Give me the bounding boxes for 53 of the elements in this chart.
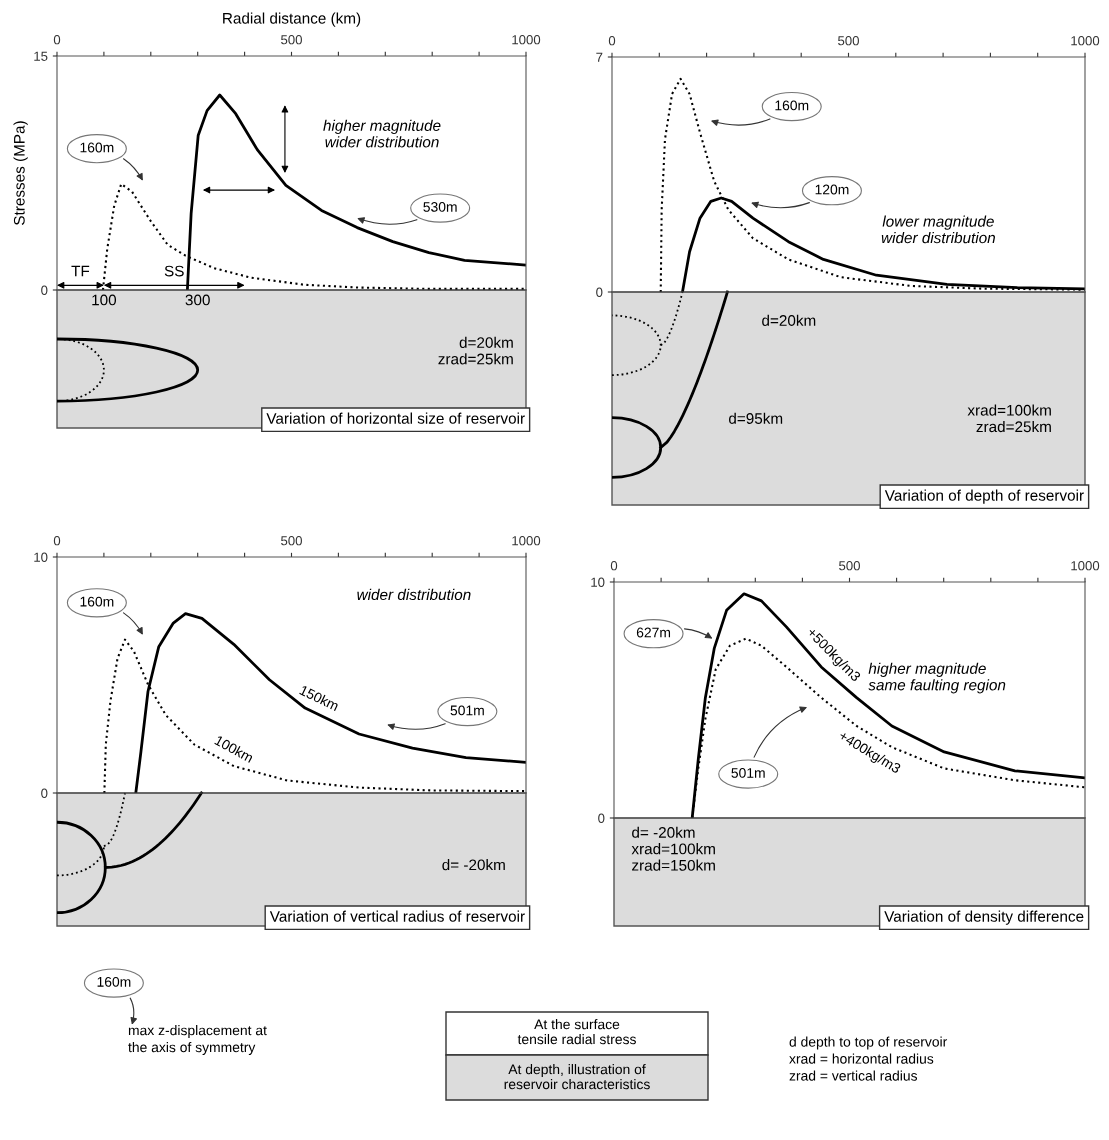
text: d depth to top of reservoir xrad = horizontal radius zrad = vertical radius [789,1036,948,1081]
text: 100 [92,294,117,306]
x-axis-title: Radial distance (km) [223,12,361,27]
annotation: 160m [80,596,114,607]
y-tick-label: 0 [596,287,603,297]
text: 160m [97,976,131,987]
x-tick-label: 500 [839,561,860,571]
y-axis-title: Stresses (MPa) [13,121,28,225]
annotation: wider distribution [357,588,471,601]
y-tick-label: 0 [41,788,48,798]
text: d=95km [729,412,783,424]
annotation: TF [71,265,90,277]
text: max z-displacement at the axis of symmetry [128,1025,267,1055]
text: Variation of vertical radius of reservoir [269,910,525,922]
x-tick-label: 500 [281,35,302,45]
annotation: 530m [423,201,457,212]
annotation: higher magnitude wider distribution [323,119,441,148]
text: d= -20km [442,859,505,871]
text: d=20km zrad=25km [438,336,513,365]
text: Variation of depth of reservoir [884,489,1084,504]
x-tick-label: 1000 [512,536,541,546]
annotation: lower magnitude wider distribution [881,215,995,244]
y-tick-label: 0 [598,813,605,823]
annotation: higher magnitude same faulting region [868,662,1006,694]
annotation: 501m [731,768,765,778]
text: At depth, illustration of reservoir characteristics [504,1064,650,1090]
x-tick-label: 500 [281,536,302,546]
x-tick-label: 0 [53,35,61,45]
y-tick-label: 15 [34,51,48,61]
y-tick-label: 10 [591,577,605,587]
annotation: 627m [636,627,671,638]
x-tick-label: 1000 [1071,561,1100,571]
text: xrad=100km zrad=25km [967,404,1051,433]
y-tick-label: 10 [34,552,48,562]
text: d=20km [762,314,816,326]
y-tick-label: 7 [596,52,603,62]
annotation: 160m [775,100,809,111]
x-tick-label: 0 [608,36,616,46]
x-tick-label: 1000 [1071,36,1100,46]
x-tick-label: 0 [53,536,61,546]
x-tick-label: 0 [610,561,618,571]
annotation: 160m [80,142,114,153]
y-tick-label: 0 [41,285,48,295]
x-tick-label: 1000 [512,35,541,45]
text: Variation of horizontal size of reservoir [266,412,525,424]
text: At the surface tensile radial stress [517,1019,636,1045]
text: Variation of density difference [884,910,1084,925]
annotation: SS [164,265,184,277]
annotation: 501m [450,705,484,716]
text: 300 [185,294,210,306]
text: d= -20km xrad=100km zrad=150km [631,826,715,871]
x-tick-label: 500 [838,36,859,46]
annotation: 120m [815,184,849,195]
